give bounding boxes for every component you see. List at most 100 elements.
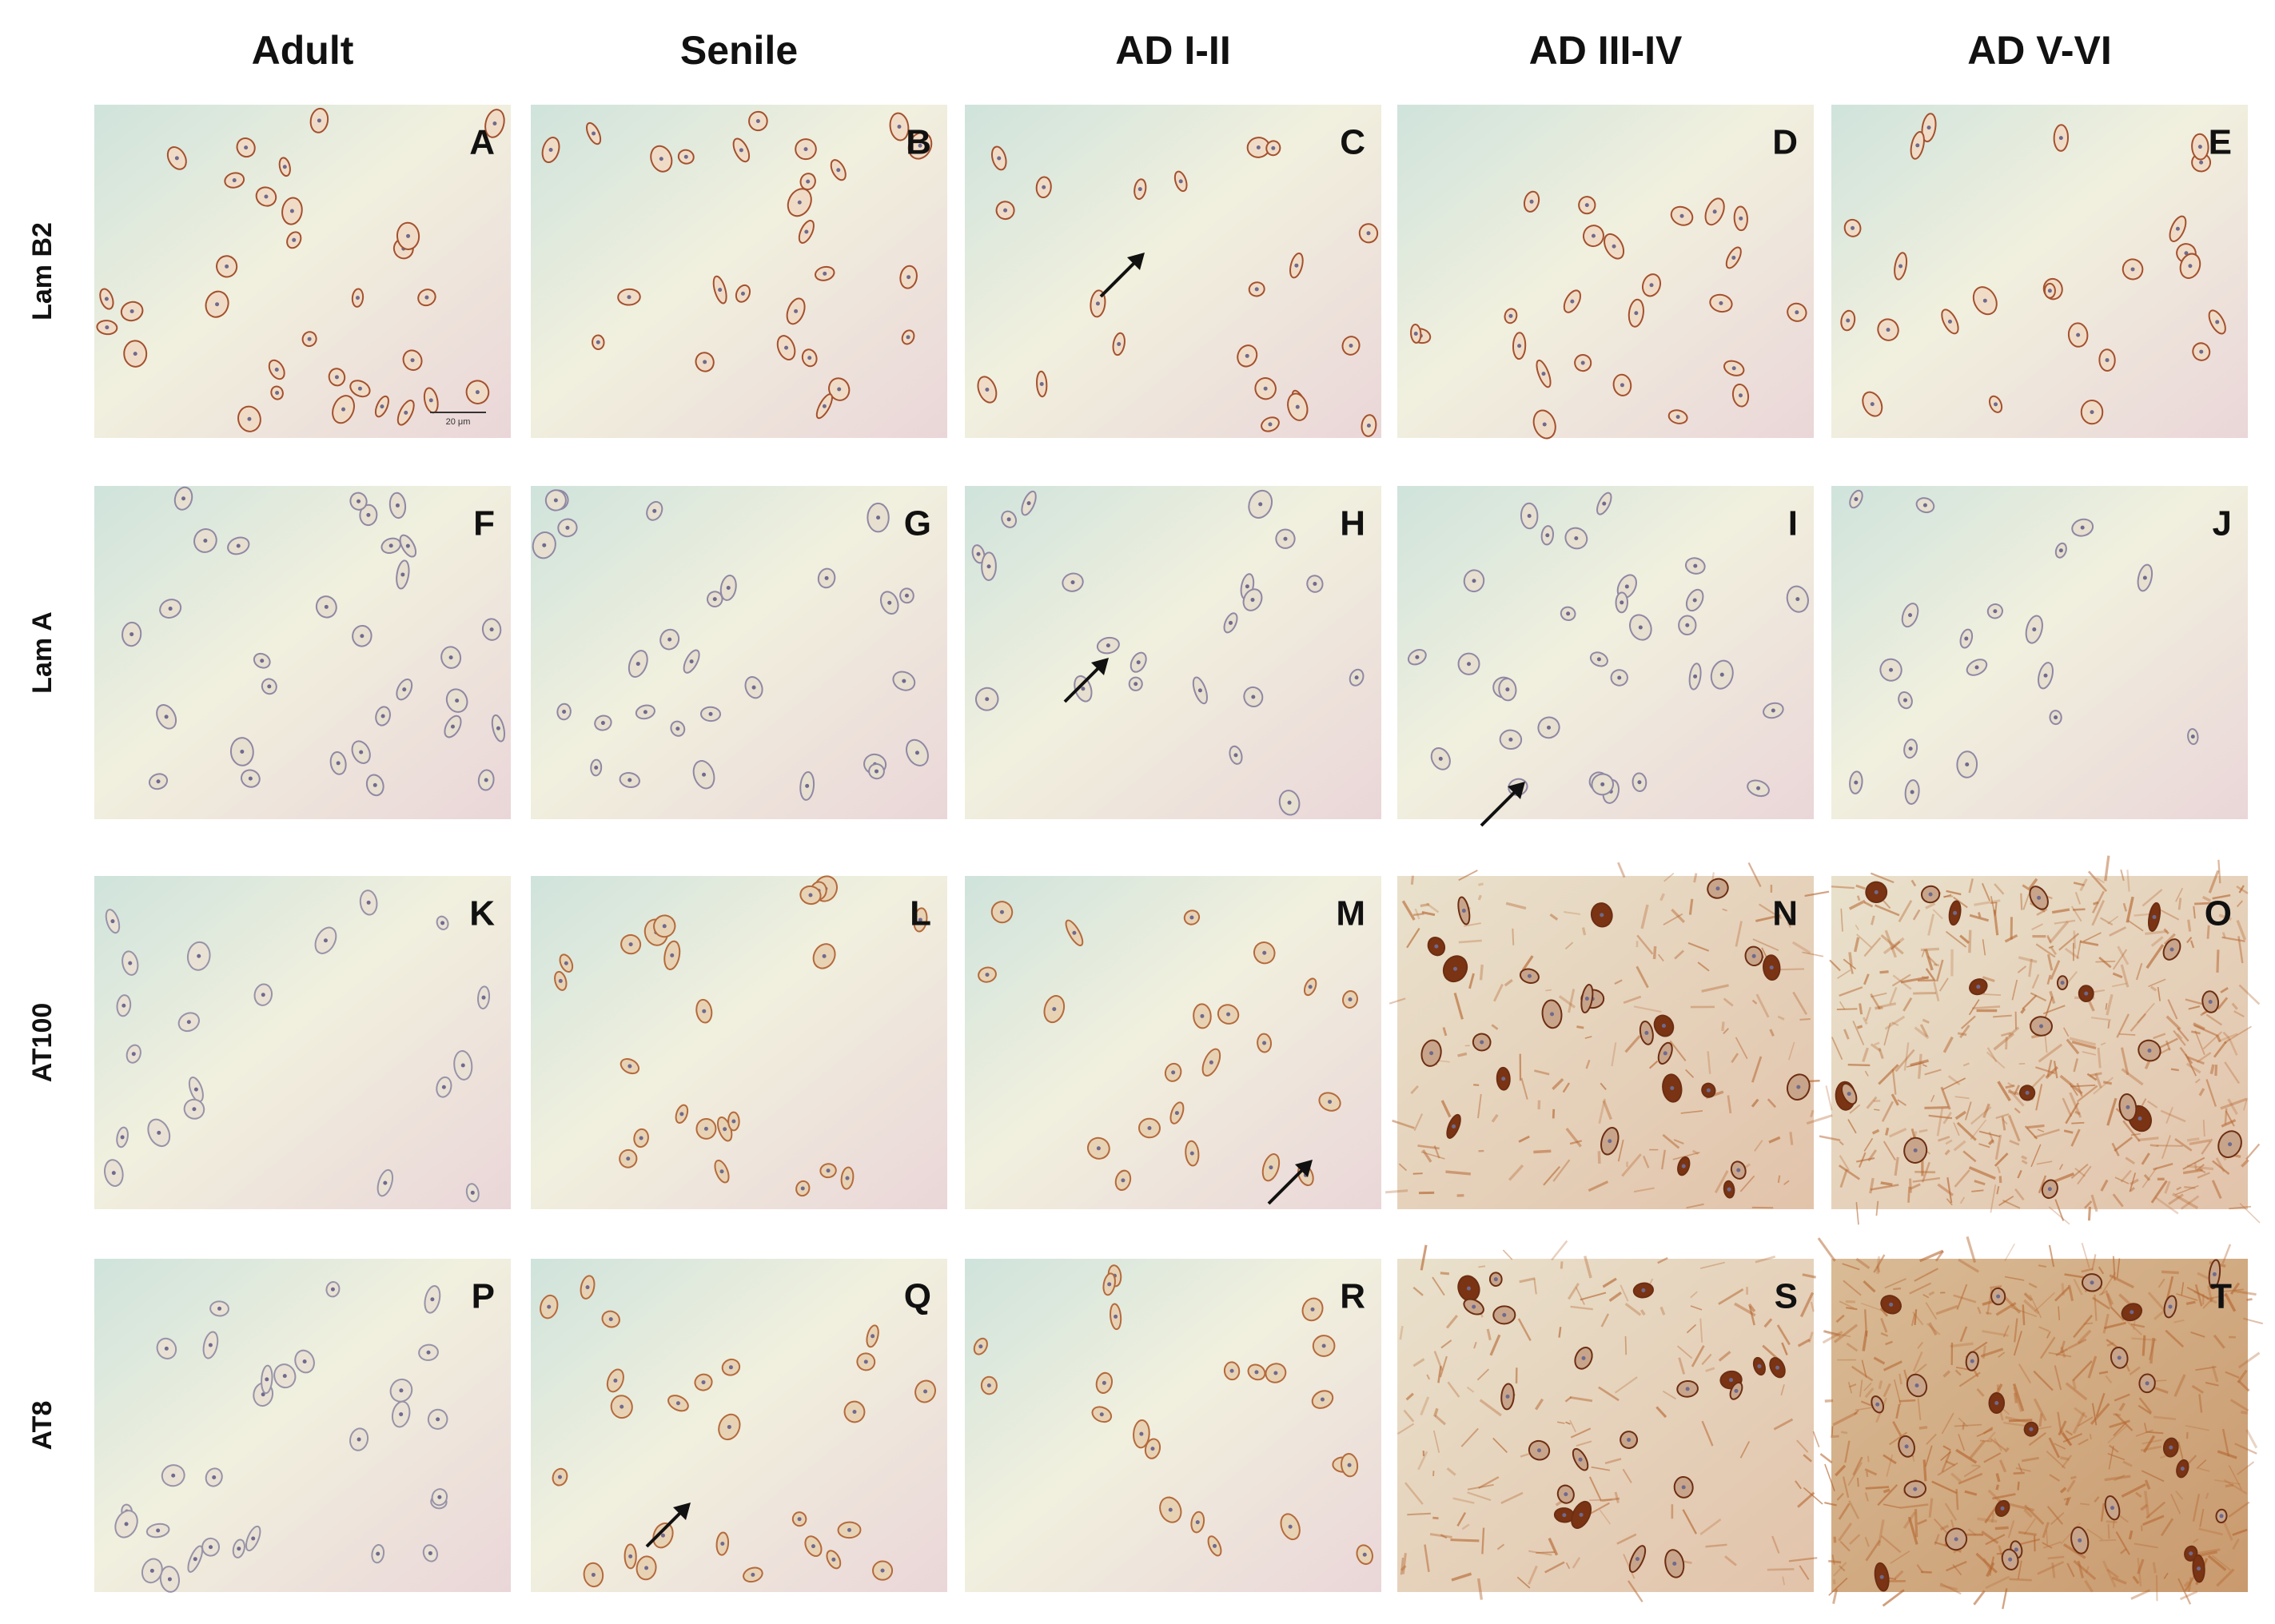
fiber <box>2012 1383 2025 1411</box>
fiber <box>1420 1151 1445 1160</box>
fiber <box>2028 958 2033 977</box>
fiber <box>2187 1577 2193 1592</box>
nucleus <box>436 1417 440 1422</box>
fiber <box>1934 1250 1944 1262</box>
fiber <box>2132 1575 2140 1585</box>
nucleus <box>639 1136 643 1140</box>
nucleus <box>2197 145 2202 149</box>
panel-letter: T <box>2210 1277 2232 1316</box>
fiber <box>1970 1119 1987 1140</box>
fiber <box>2073 1559 2097 1581</box>
nucleus <box>2037 895 2042 900</box>
fiber <box>1975 1552 1998 1574</box>
fiber <box>2047 1555 2065 1560</box>
fiber <box>1802 951 1824 957</box>
nucleus <box>357 386 362 391</box>
nucleus <box>1706 1088 1711 1093</box>
fiber <box>2026 1124 2045 1129</box>
nucleus <box>751 1572 755 1577</box>
fiber <box>1752 938 1779 951</box>
fiber <box>2229 1282 2241 1296</box>
fiber <box>2107 1453 2126 1461</box>
fiber <box>1682 1509 1697 1534</box>
micrograph-panel: N <box>1385 862 1830 1209</box>
nucleus <box>2047 289 2052 293</box>
fiber <box>1891 941 1901 950</box>
micrograph-panel: L <box>531 875 947 1209</box>
fiber <box>1558 995 1576 1009</box>
nucleus <box>1922 503 1927 508</box>
fiber <box>1440 1534 1448 1539</box>
fiber <box>1938 977 1949 992</box>
fiber <box>1867 1149 1878 1162</box>
fiber <box>1856 895 1861 902</box>
nucleus <box>701 1380 706 1385</box>
fiber <box>1747 1303 1756 1312</box>
fiber <box>1747 862 1762 887</box>
fiber <box>2074 1407 2088 1419</box>
fiber <box>2061 1455 2073 1468</box>
fiber <box>2116 1258 2121 1279</box>
nucleus <box>1886 328 1891 332</box>
fiber <box>2060 1346 2066 1358</box>
fiber <box>2184 1186 2196 1189</box>
fiber <box>1924 1106 1949 1109</box>
fiber <box>1855 1407 1875 1411</box>
nucleus <box>426 1350 431 1355</box>
fiber <box>2224 1108 2228 1124</box>
fiber <box>2129 1366 2141 1375</box>
fiber <box>2095 1392 2106 1417</box>
fiber <box>1849 1383 1857 1388</box>
fiber <box>2094 1294 2098 1321</box>
nucleus <box>826 1168 831 1173</box>
fiber <box>1873 1254 1886 1273</box>
fiber <box>1848 899 1866 910</box>
fiber <box>1576 1025 1584 1029</box>
fiber <box>1955 1448 1978 1464</box>
nucleus <box>807 356 812 360</box>
fiber <box>1476 1368 1489 1381</box>
fiber <box>2154 1196 2179 1215</box>
fiber <box>1424 1544 1430 1573</box>
nucleus <box>831 1557 836 1562</box>
fiber <box>1914 1363 1927 1375</box>
fiber <box>2223 1479 2248 1495</box>
fiber <box>2153 1162 2173 1171</box>
fiber <box>1748 1305 1755 1326</box>
nucleus <box>548 148 553 153</box>
fiber <box>1989 1567 1993 1576</box>
nucleus <box>985 973 990 977</box>
fiber <box>1906 1061 1924 1068</box>
fiber <box>2150 1180 2168 1204</box>
nucleus <box>1256 145 1261 149</box>
fiber <box>2160 1109 2186 1123</box>
nucleus <box>1134 682 1138 687</box>
fiber <box>2234 1443 2257 1455</box>
fiber <box>2185 1424 2210 1431</box>
fiber <box>2143 1174 2151 1181</box>
fiber <box>1909 1178 1912 1193</box>
fiber <box>2225 1371 2240 1379</box>
fiber <box>1988 1139 1994 1145</box>
fiber <box>1446 1467 1456 1476</box>
nucleus <box>157 1130 161 1135</box>
fiber <box>1998 1459 2007 1473</box>
fiber <box>1723 1028 1729 1035</box>
fiber <box>1884 929 1898 958</box>
fiber <box>2017 965 2027 973</box>
fiber <box>1862 1330 1868 1351</box>
nucleus <box>2199 160 2204 165</box>
fiber <box>1433 1351 1444 1371</box>
fiber <box>2213 1041 2227 1058</box>
fiber <box>2187 1056 2205 1065</box>
nucleus <box>282 1374 287 1379</box>
nucleus <box>1138 187 1142 192</box>
fiber <box>1690 1291 1698 1299</box>
fiber <box>1864 1387 1875 1399</box>
fiber <box>1396 1423 1415 1435</box>
nucleus <box>181 496 186 501</box>
fiber <box>1895 1049 1915 1073</box>
fiber <box>2231 1002 2238 1010</box>
fiber <box>2196 1459 2207 1470</box>
fiber <box>1897 1099 1906 1106</box>
